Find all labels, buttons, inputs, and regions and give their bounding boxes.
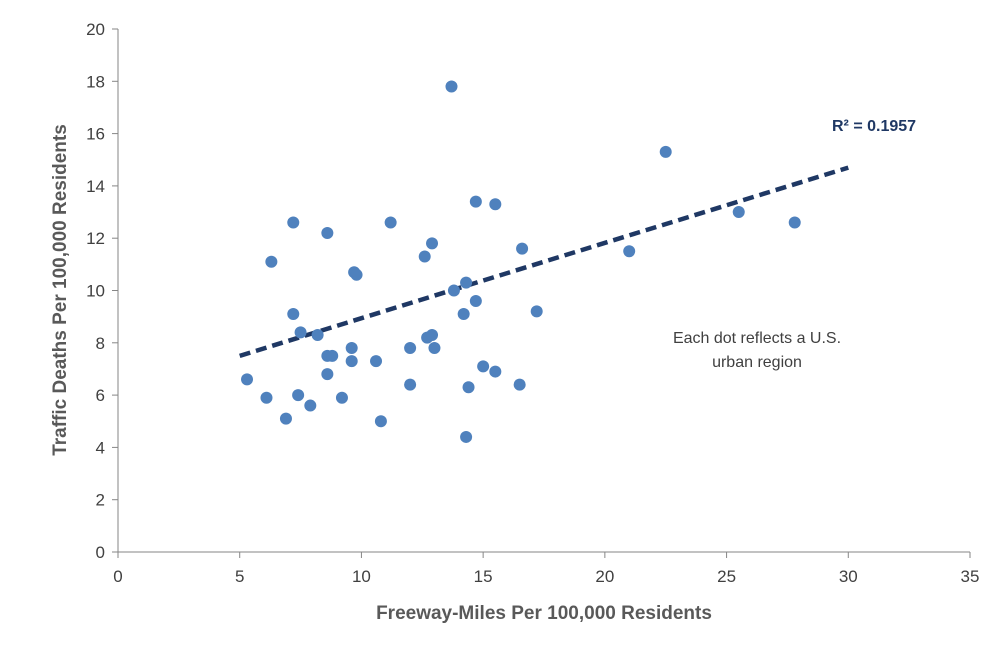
- data-point: [623, 245, 636, 258]
- y-tick-label: 18: [86, 72, 105, 91]
- data-point: [428, 342, 441, 355]
- axes: [112, 28, 971, 558]
- data-point: [460, 430, 473, 443]
- y-tick-label: 6: [96, 386, 105, 405]
- data-point: [418, 250, 431, 263]
- data-point: [516, 242, 529, 255]
- data-point: [335, 391, 348, 404]
- data-point: [530, 305, 543, 318]
- r2-label: R² = 0.1957: [832, 118, 916, 135]
- trendline-path: [239, 165, 849, 359]
- data-point: [370, 355, 383, 368]
- data-point: [260, 391, 273, 404]
- data-point: [513, 378, 526, 391]
- data-point: [659, 145, 672, 158]
- data-point: [469, 294, 482, 307]
- x-tick-label: 25: [717, 567, 736, 586]
- data-point: [279, 412, 292, 425]
- data-point: [287, 308, 300, 321]
- data-point: [287, 216, 300, 229]
- data-point: [345, 342, 358, 355]
- data-point: [241, 373, 254, 386]
- data-point: [469, 195, 482, 208]
- data-point: [404, 378, 417, 391]
- data-point: [350, 268, 363, 281]
- trendline: [239, 165, 849, 359]
- x-tick-label: 30: [839, 567, 858, 586]
- y-tick-label: 12: [86, 229, 105, 248]
- x-tick-label: 15: [474, 567, 493, 586]
- data-point: [462, 381, 475, 394]
- y-tick-label: 14: [86, 177, 105, 196]
- y-tick-label: 4: [96, 438, 105, 457]
- data-point: [732, 206, 745, 219]
- data-point: [445, 80, 458, 93]
- data-point: [294, 326, 307, 339]
- data-point: [489, 365, 502, 378]
- data-point: [788, 216, 801, 229]
- y-axis-title: Traffic Deaths Per 100,000 Residents: [50, 124, 71, 456]
- data-point: [326, 349, 339, 362]
- data-point: [477, 360, 490, 373]
- y-tick-label: 0: [96, 543, 105, 562]
- data-point: [426, 328, 439, 341]
- x-tick-label: 0: [113, 567, 122, 586]
- x-axis-title: Freeway-Miles Per 100,000 Residents: [376, 603, 712, 624]
- data-point: [321, 368, 334, 381]
- data-point: [265, 255, 278, 268]
- y-tick-label: 8: [96, 334, 105, 353]
- x-tick-label: 35: [961, 567, 980, 586]
- data-point: [304, 399, 317, 412]
- data-point: [321, 226, 334, 239]
- x-tick-label: 20: [595, 567, 614, 586]
- annotation-line-2: urban region: [712, 354, 802, 371]
- y-tick-label: 16: [86, 125, 105, 144]
- data-point: [489, 198, 502, 211]
- y-tick-label: 2: [96, 491, 105, 510]
- data-point: [311, 328, 324, 341]
- tick-labels: 0 2 4 6 8 10 12 14 16 18 20 0 5 10 15 20 25 30 35: [86, 20, 979, 586]
- data-point: [404, 342, 417, 355]
- annotation-line-1: Each dot reflects a U.S.: [673, 330, 841, 347]
- y-tick-label: 10: [86, 282, 105, 301]
- x-tick-label: 10: [352, 567, 371, 586]
- data-point: [460, 276, 473, 289]
- data-point: [384, 216, 397, 229]
- data-point: [447, 284, 460, 297]
- x-tick-label: 5: [235, 567, 244, 586]
- data-points: [241, 80, 801, 443]
- y-tick-label: 20: [86, 20, 105, 39]
- data-point: [374, 415, 387, 428]
- data-point: [292, 389, 305, 402]
- data-point: [426, 237, 439, 250]
- data-point: [457, 308, 470, 321]
- data-point: [345, 355, 358, 368]
